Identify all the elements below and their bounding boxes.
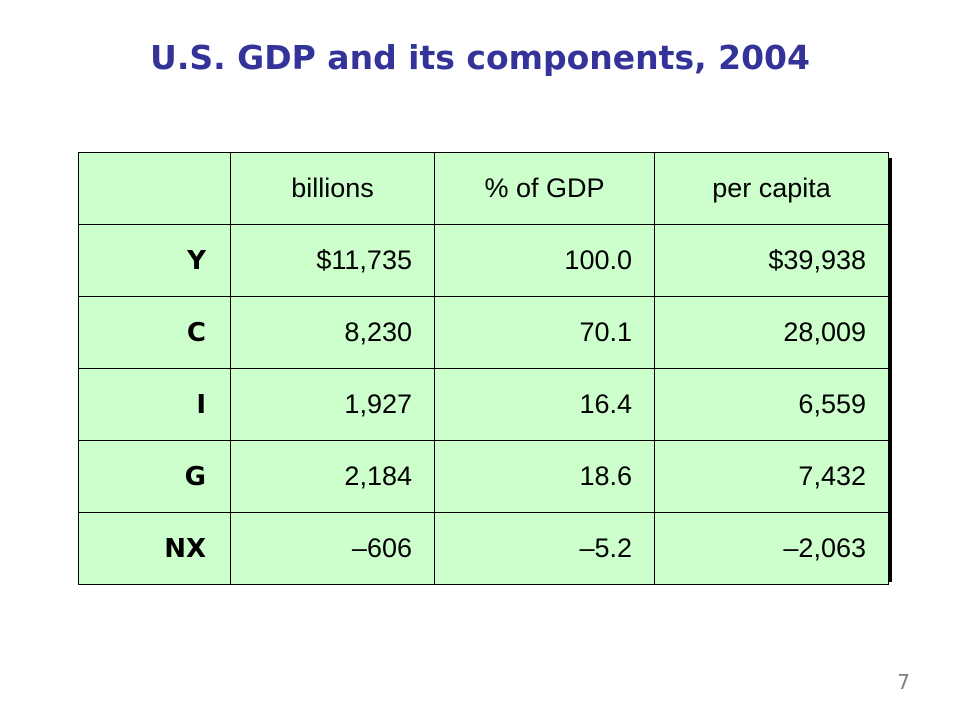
cell-pct-gdp: 16.4 xyxy=(434,368,655,441)
table-header-row: billions % of GDP per capita xyxy=(78,152,889,225)
cell-per-capita: –2,063 xyxy=(654,512,889,585)
row-label: NX xyxy=(78,512,231,585)
cell-per-capita: 6,559 xyxy=(654,368,889,441)
row-label: C xyxy=(78,296,231,369)
cell-billions: $11,735 xyxy=(230,224,435,297)
cell-per-capita: $39,938 xyxy=(654,224,889,297)
header-cell-pct-gdp: % of GDP xyxy=(434,152,655,225)
table-row: G 2,184 18.6 7,432 xyxy=(78,440,889,513)
header-cell-empty xyxy=(78,152,231,225)
row-label: G xyxy=(78,440,231,513)
cell-pct-gdp: –5.2 xyxy=(434,512,655,585)
cell-pct-gdp: 18.6 xyxy=(434,440,655,513)
header-cell-billions: billions xyxy=(230,152,435,225)
page-number: 7 xyxy=(897,670,910,694)
cell-per-capita: 7,432 xyxy=(654,440,889,513)
cell-billions: 1,927 xyxy=(230,368,435,441)
table-row: I 1,927 16.4 6,559 xyxy=(78,368,889,441)
cell-pct-gdp: 70.1 xyxy=(434,296,655,369)
table-row: NX –606 –5.2 –2,063 xyxy=(78,512,889,585)
table-row: C 8,230 70.1 28,009 xyxy=(78,296,889,369)
cell-billions: 8,230 xyxy=(230,296,435,369)
cell-billions: 2,184 xyxy=(230,440,435,513)
cell-per-capita: 28,009 xyxy=(654,296,889,369)
cell-pct-gdp: 100.0 xyxy=(434,224,655,297)
row-label: Y xyxy=(78,224,231,297)
gdp-components-table: billions % of GDP per capita Y $11,735 1… xyxy=(78,152,889,585)
header-cell-per-capita: per capita xyxy=(654,152,889,225)
row-label: I xyxy=(78,368,231,441)
table-row: Y $11,735 100.0 $39,938 xyxy=(78,224,889,297)
cell-billions: –606 xyxy=(230,512,435,585)
slide-title: U.S. GDP and its components, 2004 xyxy=(150,38,810,77)
